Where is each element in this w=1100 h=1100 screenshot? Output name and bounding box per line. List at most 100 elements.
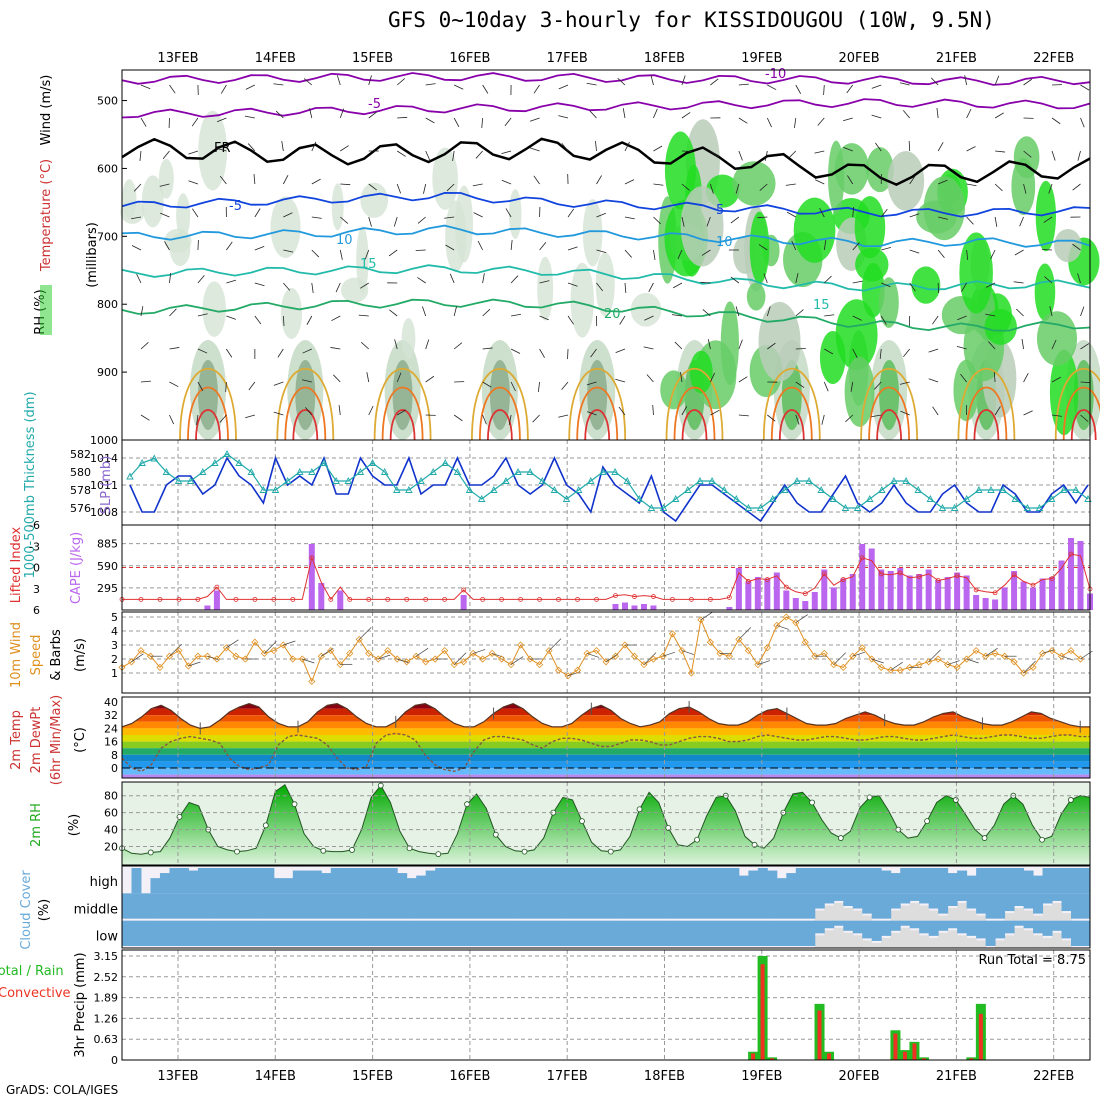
temp-color-band (122, 715, 1090, 722)
cape-bar (337, 590, 344, 610)
wind-barb (988, 341, 996, 350)
wind10m-point (251, 638, 259, 646)
wind-barb (624, 249, 632, 258)
wind-barb (930, 77, 939, 86)
cloud-low-clear (463, 920, 474, 946)
wind-barb (852, 315, 862, 321)
run-total-label: Run Total = 8.75 (978, 953, 1086, 968)
thickness-point (1035, 504, 1044, 511)
lifted-index-point (651, 594, 656, 599)
cape-bar (213, 590, 220, 610)
wind-barb (961, 282, 967, 292)
wind-barb (301, 379, 312, 383)
wind-barb (311, 216, 322, 219)
cloud-middle-clear (862, 893, 873, 914)
wind-barb (423, 183, 427, 194)
wind-barb (131, 216, 142, 220)
wind-barb (216, 148, 227, 152)
cloud-low-clear (852, 920, 863, 934)
isotherm--10 (121, 72, 1091, 86)
wind-barb (843, 117, 853, 122)
cloud-high-bar (463, 868, 474, 894)
contour-label: 10 (716, 235, 733, 250)
wind10m-point (336, 661, 344, 669)
cloud-low-bar (966, 937, 977, 948)
cloud-high-bar (207, 868, 218, 894)
cloud-low-clear (140, 920, 151, 946)
wind-barb (766, 306, 771, 317)
wind-barb (710, 78, 719, 86)
contour-label: 5 (716, 203, 724, 218)
cloud-high-bar (738, 875, 749, 894)
wind-barb (852, 242, 860, 251)
wind-barb (368, 183, 377, 191)
cloud-middle-bar (824, 905, 835, 921)
wind-barb (1051, 414, 1062, 417)
slp-tick: 1014 (90, 452, 118, 465)
cloud-middle-bar (1052, 902, 1063, 921)
wind-barb (994, 183, 1003, 192)
wind-barb (501, 150, 512, 154)
wind10m-point (498, 655, 506, 663)
thickness-point (138, 459, 146, 466)
precip-convective-bar (751, 1053, 756, 1060)
wind-barb (596, 249, 607, 253)
wind10m-point (583, 649, 591, 657)
lifted-index-point (556, 596, 561, 602)
wind-barb (586, 82, 597, 86)
cloud-low-clear (530, 920, 541, 946)
wind10m-axis-label-4: (m/s) (73, 638, 88, 672)
cape-bar (925, 569, 932, 610)
cloud-low-clear (539, 920, 550, 946)
cloud-high-bar (606, 868, 616, 894)
lifted-index-point (575, 596, 580, 602)
wind-barb (136, 273, 142, 284)
wind-barb (710, 183, 714, 194)
precip-convective-bar (827, 1053, 832, 1060)
wind-barb (561, 142, 569, 152)
cloud-low-clear (919, 920, 930, 934)
cloud-low-clear (681, 920, 692, 946)
wind-barb (169, 347, 180, 350)
cloud-low-clear (321, 920, 332, 946)
cloud-middle-clear (482, 893, 493, 919)
surface-isotherm (1054, 367, 1100, 441)
cape-bar (849, 574, 856, 610)
lifted-index-line (122, 553, 1091, 601)
lifted-index-point (404, 596, 410, 602)
lifted-index-point (537, 596, 542, 602)
lifted-index-point (594, 596, 599, 602)
wind-barb (188, 180, 199, 185)
rh2m-point (291, 801, 298, 808)
cape-bar (859, 544, 866, 610)
cloud-low-clear (606, 920, 616, 946)
wind-barb (795, 381, 805, 388)
cloud-high-bar (340, 868, 351, 894)
precip-convective-bar (770, 1058, 775, 1060)
wind-barb (311, 249, 320, 258)
cloud-middle-clear (1061, 893, 1072, 912)
rh2m-point (579, 818, 585, 825)
wind-barb (1044, 276, 1053, 284)
wind-barb (510, 348, 521, 354)
wind-barb (823, 240, 827, 251)
rh-shading (855, 247, 889, 282)
cloud-low-clear (216, 920, 227, 946)
bottom-date-label: 16FEB (449, 1069, 490, 1084)
wind10m-barb (966, 658, 979, 664)
wind-axis-label: Wind (m/s) (39, 75, 54, 146)
wind10m-point (298, 655, 306, 663)
wind-barb (681, 216, 685, 227)
wind10m-frame (121, 611, 1091, 694)
lifted-index-point (366, 596, 372, 602)
cloud-middle-clear (359, 893, 370, 919)
wind-barb (482, 308, 491, 317)
wind-barb (875, 142, 882, 152)
cloud-low-clear (624, 920, 635, 946)
cloud-low-clear (1014, 920, 1025, 926)
cloud-low-clear (122, 920, 132, 946)
cape-bar (754, 577, 761, 610)
wind10m-point (668, 630, 676, 638)
wind-barb (928, 348, 939, 353)
wind-barb (340, 216, 349, 224)
